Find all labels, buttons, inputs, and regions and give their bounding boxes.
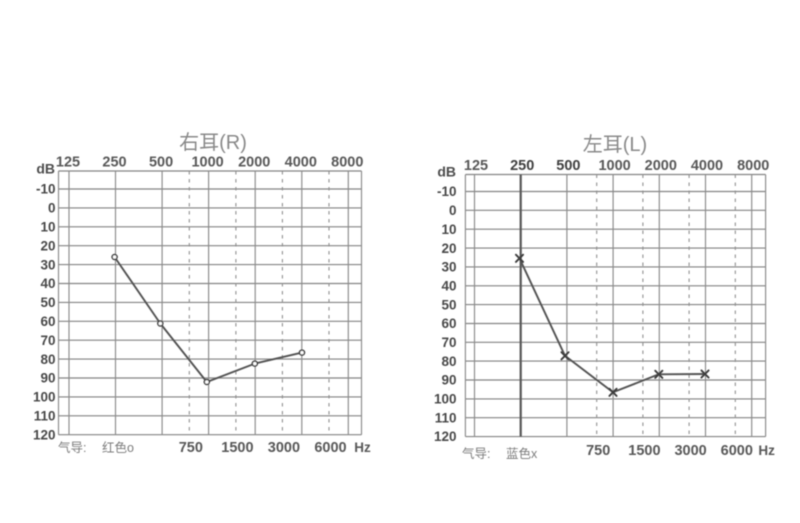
- svg-text:8000: 8000: [737, 158, 769, 174]
- svg-text:-10: -10: [437, 184, 457, 199]
- svg-text:3000: 3000: [674, 443, 706, 459]
- svg-text:dB: dB: [36, 161, 55, 177]
- svg-text:110: 110: [34, 409, 56, 424]
- svg-text:Hz: Hz: [758, 443, 775, 458]
- svg-text:0: 0: [48, 201, 56, 216]
- svg-text:20: 20: [40, 238, 55, 253]
- svg-text:8000: 8000: [331, 155, 363, 171]
- svg-text:90: 90: [40, 371, 55, 386]
- svg-text:750: 750: [179, 440, 203, 456]
- svg-text:气导:: 气导:: [58, 440, 86, 455]
- svg-text:右耳(R): 右耳(R): [179, 131, 247, 154]
- svg-text:80: 80: [40, 352, 55, 367]
- svg-text:90: 90: [441, 373, 456, 388]
- svg-text:500: 500: [556, 158, 580, 174]
- svg-text:250: 250: [510, 158, 534, 174]
- svg-text:-10: -10: [36, 182, 56, 197]
- svg-text:500: 500: [149, 155, 173, 171]
- svg-text:20: 20: [441, 241, 456, 256]
- svg-text:气导:: 气导:: [462, 446, 490, 461]
- svg-text:100: 100: [434, 392, 457, 407]
- svg-text:dB: dB: [437, 164, 456, 180]
- svg-text:3000: 3000: [268, 440, 300, 456]
- svg-text:120: 120: [434, 429, 457, 444]
- svg-text:50: 50: [40, 295, 55, 310]
- svg-text:10: 10: [441, 222, 456, 237]
- svg-text:1500: 1500: [628, 443, 660, 459]
- svg-text:10: 10: [40, 220, 55, 235]
- svg-text:30: 30: [40, 257, 55, 272]
- svg-text:6000: 6000: [314, 440, 346, 456]
- svg-text:60: 60: [40, 314, 55, 329]
- svg-text:红色o: 红色o: [102, 440, 134, 455]
- svg-text:110: 110: [435, 410, 457, 425]
- svg-text:100: 100: [33, 390, 56, 405]
- svg-text:1000: 1000: [191, 155, 223, 171]
- svg-text:40: 40: [441, 278, 456, 293]
- svg-text:0: 0: [449, 203, 457, 218]
- svg-text:70: 70: [441, 335, 456, 350]
- svg-text:50: 50: [441, 297, 456, 312]
- svg-text:4000: 4000: [285, 155, 317, 171]
- svg-text:6000: 6000: [721, 443, 753, 459]
- svg-text:30: 30: [441, 260, 456, 275]
- svg-text:125: 125: [56, 155, 80, 171]
- svg-text:4000: 4000: [691, 158, 723, 174]
- svg-text:125: 125: [464, 158, 488, 174]
- svg-text:80: 80: [441, 354, 456, 369]
- svg-text:2000: 2000: [238, 155, 270, 171]
- svg-text:60: 60: [441, 316, 456, 331]
- svg-text:Hz: Hz: [354, 440, 371, 455]
- svg-text:1500: 1500: [221, 440, 253, 456]
- svg-text:蓝色x: 蓝色x: [506, 446, 538, 461]
- svg-text:750: 750: [586, 443, 610, 459]
- svg-text:70: 70: [40, 333, 55, 348]
- svg-text:左耳(L): 左耳(L): [583, 133, 647, 156]
- svg-text:1000: 1000: [598, 158, 630, 174]
- svg-text:120: 120: [33, 427, 56, 442]
- svg-text:40: 40: [40, 276, 55, 291]
- svg-text:2000: 2000: [645, 158, 677, 174]
- svg-text:250: 250: [102, 155, 126, 171]
